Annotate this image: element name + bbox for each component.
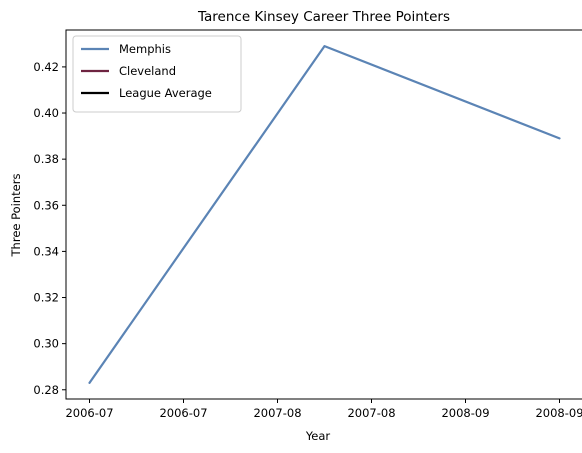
legend-label: League Average (119, 86, 212, 100)
y-tick-label: 0.42 (33, 60, 59, 74)
y-tick-label: 0.34 (33, 244, 59, 258)
y-axis-label: Three Pointers (9, 174, 23, 258)
y-tick-label: 0.40 (33, 106, 59, 120)
y-tick-label: 0.32 (33, 291, 59, 305)
legend-label: Cleveland (119, 64, 176, 78)
x-axis-label: Year (305, 429, 331, 443)
y-tick-label: 0.28 (33, 383, 59, 397)
x-tick-label: 2006-07 (65, 406, 113, 420)
y-tick-label: 0.36 (33, 198, 59, 212)
x-tick-label: 2007-08 (347, 406, 395, 420)
chart-title: Tarence Kinsey Career Three Pointers (197, 9, 450, 25)
y-tick-label: 0.38 (33, 152, 59, 166)
x-tick-label: 2007-08 (253, 406, 301, 420)
plot-area (88, 45, 561, 384)
x-axis: 2006-07 2006-07 2007-08 2007-08 2008-09 2008-… (65, 399, 582, 420)
y-tick-label: 0.30 (33, 337, 59, 351)
legend-label: Memphis (119, 42, 171, 56)
x-tick-label: 2008-09 (441, 406, 489, 420)
plot-frame (65, 29, 582, 400)
legend-box (72, 35, 242, 113)
y-axis: 0.28 0.30 0.32 0.34 0.36 0.38 0.40 0.42 (33, 60, 66, 397)
series-line-0 (88, 45, 561, 384)
legend: Memphis Cleveland League Average (72, 35, 242, 113)
x-tick-label: 2008-09 (535, 406, 582, 420)
x-tick-label: 2006-07 (159, 406, 207, 420)
